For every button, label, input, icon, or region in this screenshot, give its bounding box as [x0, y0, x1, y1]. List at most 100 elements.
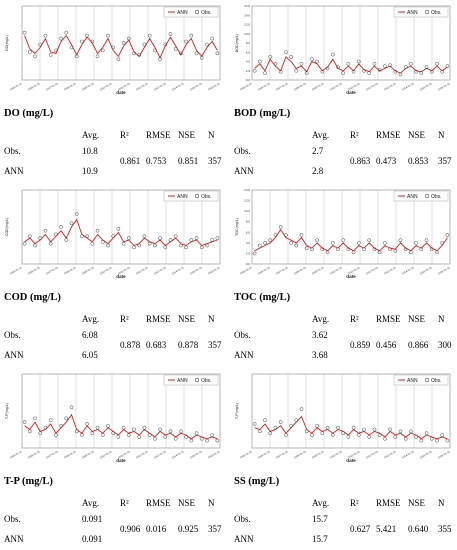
- legend-obs-swatch: [194, 193, 200, 199]
- x-tick-label: 2007-01-01: [275, 81, 289, 91]
- y-tick-label: 16.0: [244, 4, 250, 8]
- obs-point: [179, 243, 183, 248]
- obs-point: [435, 250, 439, 255]
- obs-point: [273, 425, 278, 430]
- x-tick-label: 2010-01-01: [99, 265, 113, 275]
- x-tick-label: 2015-01-01: [419, 449, 433, 459]
- obs-point: [299, 407, 304, 412]
- x-tick-label: 2006-01-01: [257, 81, 271, 91]
- obs-point: [445, 64, 450, 68]
- x-tick-label: 2012-01-01: [135, 449, 149, 459]
- chart-svg: 2005-01-01 2006-01-01 2007-01-01 2008-01-01…: [5, 373, 221, 463]
- stats-table: Avg. R² RMSE NSE N Obs. ANN 2.7 2.8 0.863 0.473 0.8…: [230, 130, 454, 178]
- x-tick-label: 2016-01-01: [437, 449, 451, 459]
- y-axis-label: BOD(mg/L): [235, 34, 239, 52]
- header-avg: Avg.: [312, 498, 330, 508]
- legend-box: [393, 6, 449, 18]
- obs-point: [377, 250, 382, 255]
- row-ann-label: ANN: [234, 350, 254, 360]
- row-ann-label: ANN: [4, 166, 24, 176]
- x-tick-label: 2008-01-01: [293, 81, 307, 91]
- x-tick-label: 2012-01-01: [365, 449, 379, 459]
- obs-point: [325, 250, 330, 255]
- x-tick-label: 2012-01-01: [365, 81, 379, 91]
- chart-svg: 2005-01-01 2006-01-01 2007-01-01 2008-01-01…: [235, 373, 451, 463]
- x-tick-label: 2011-01-01: [117, 81, 131, 91]
- row-obs-label: Obs.: [4, 330, 21, 340]
- legend-obs-label: Obs.: [201, 378, 212, 384]
- obs-point: [284, 50, 288, 55]
- panel-title: BOD (mg/L): [234, 108, 291, 119]
- obs-point: [215, 51, 220, 56]
- obs-point: [147, 33, 152, 38]
- chart-do: 2005-01-01 2006-01-01 2007-01-01 2008-01-01…: [0, 0, 224, 96]
- obs-point: [377, 433, 382, 437]
- obs-point: [341, 431, 346, 436]
- obs-point: [48, 241, 53, 246]
- rmse-value: 0.473: [376, 156, 397, 166]
- obs-point: [440, 241, 445, 245]
- obs-point: [27, 234, 32, 239]
- series-line-ann: [254, 415, 448, 440]
- avg-obs: 10.8: [82, 146, 98, 156]
- header-nse: NSE: [408, 130, 426, 140]
- series-line-ann: [24, 218, 218, 247]
- obs-point: [383, 64, 387, 68]
- header-rmse: RMSE: [146, 130, 171, 140]
- obs-point: [106, 33, 110, 38]
- x-tick-label: 2007-01-01: [45, 449, 59, 459]
- obs-point: [59, 423, 63, 428]
- x-tick-label: 2006-01-01: [27, 81, 41, 91]
- panel-bod: 2005-01-01 2006-01-01 2007-01-01 2008-01-01…: [230, 0, 454, 184]
- header-rmse: RMSE: [376, 130, 401, 140]
- obs-point: [304, 429, 309, 434]
- obs-point: [142, 425, 147, 430]
- y-tick-label: 10.0: [244, 209, 250, 213]
- legend-ann-label: ANN: [407, 10, 418, 16]
- obs-point: [106, 423, 110, 428]
- panel-cod: 2005-01-01 2006-01-01 2007-01-01 2008-01-01…: [0, 184, 224, 368]
- y-tick-label: 10.0: [244, 32, 250, 36]
- nse-value: 0.853: [408, 156, 429, 166]
- chart-bod: 2005-01-01 2006-01-01 2007-01-01 2008-01-01…: [230, 0, 454, 96]
- obs-point: [54, 232, 58, 237]
- row-obs-label: Obs.: [4, 146, 21, 156]
- x-tick-label: 2010-01-01: [329, 265, 343, 275]
- legend-ann-label: ANN: [177, 10, 188, 16]
- x-tick-label: 2016-01-01: [207, 81, 221, 91]
- obs-point: [252, 68, 257, 73]
- y-axis-label: TOC(mg/L): [235, 218, 239, 236]
- obs-point: [372, 61, 377, 66]
- x-tick-label: 2015-01-01: [189, 449, 203, 459]
- x-tick-label: 2014-01-01: [401, 449, 415, 459]
- x-tick-label: 2013-01-01: [153, 81, 167, 91]
- x-tick-label: 2016-01-01: [207, 265, 221, 275]
- obs-point: [126, 236, 131, 240]
- obs-point: [388, 427, 392, 432]
- obs-point: [100, 433, 105, 437]
- obs-point: [315, 59, 319, 64]
- stats-table: Avg. R² RMSE NSE N Obs. ANN 15.7 15.7 0.627 5.421 0…: [230, 498, 454, 546]
- x-tick-label: 2009-01-01: [311, 265, 325, 275]
- stats-table: Avg. R² RMSE NSE N Obs. ANN 0.091 0.091 0.906 0.01…: [0, 498, 224, 546]
- rmse-value: 0.683: [146, 340, 167, 350]
- y-tick-label: 14.0: [244, 188, 250, 192]
- x-tick-label: 2013-01-01: [153, 265, 167, 275]
- y-axis-label: T-P(mg/L): [235, 403, 239, 419]
- legend-ann-label: ANN: [407, 194, 418, 200]
- obs-point: [168, 238, 173, 242]
- stats-table: Avg. R² RMSE NSE N Obs. ANN 10.8 10.9 0.861 0.753 0…: [0, 130, 224, 178]
- obs-point: [147, 241, 152, 246]
- header-nse: NSE: [178, 130, 196, 140]
- x-tick-label: 2013-01-01: [383, 449, 397, 459]
- obs-point: [435, 61, 439, 66]
- series-line-ann: [24, 34, 218, 59]
- obs-point: [194, 51, 199, 56]
- y-tick-label: 12.0: [244, 23, 250, 27]
- obs-point: [393, 248, 398, 253]
- r2-value: 0.906: [120, 524, 141, 534]
- obs-point: [336, 247, 340, 252]
- panel-title: DO (mg/L): [4, 108, 54, 119]
- obs-point: [210, 36, 215, 41]
- obs-point: [111, 45, 116, 50]
